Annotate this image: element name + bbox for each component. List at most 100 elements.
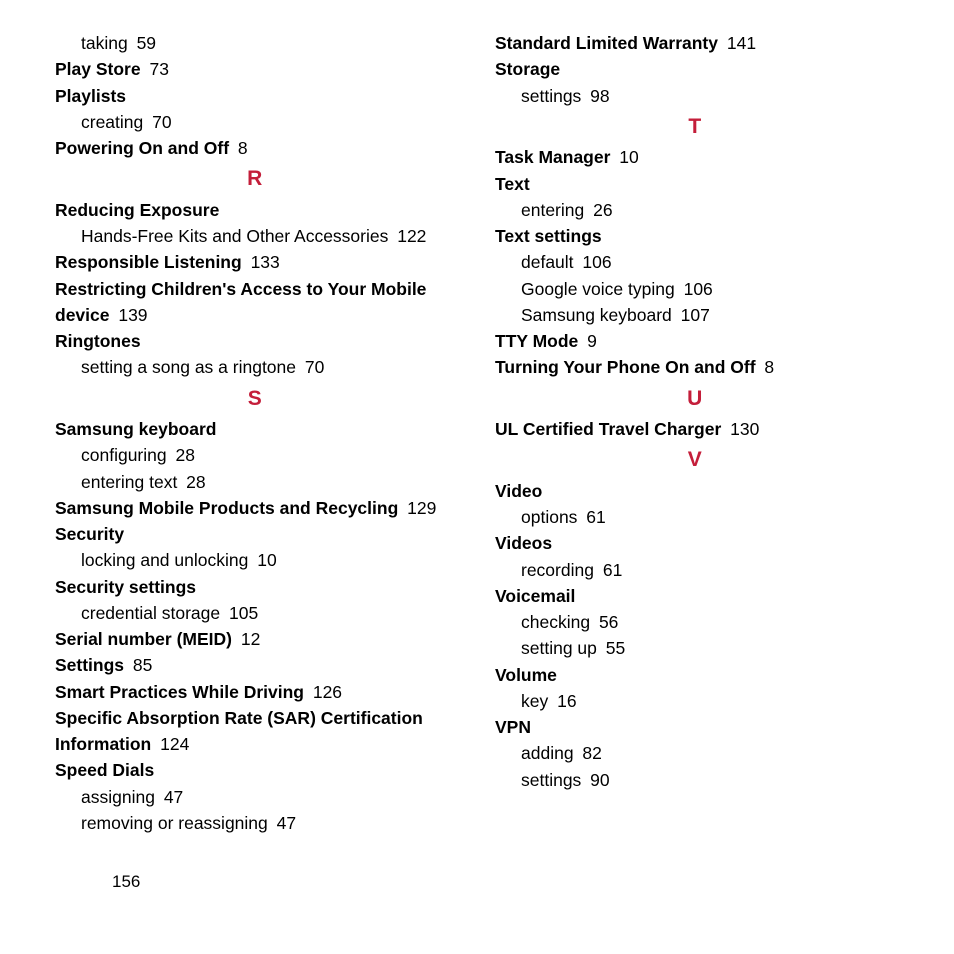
index-topic-text: Playlists [55, 86, 126, 106]
index-subtopic: settings 98 [521, 83, 895, 109]
index-subtopic-text: options [521, 507, 577, 527]
index-subtopic-text: recording [521, 560, 594, 580]
index-page: taking 59Play Store 73Playlistscreating … [0, 0, 954, 836]
index-subtopic: setting up 55 [521, 635, 895, 661]
index-page-ref: 130 [725, 419, 759, 439]
index-topic-text: Storage [495, 59, 560, 79]
index-page-ref: 55 [601, 638, 625, 658]
index-page-ref: 59 [132, 33, 156, 53]
index-page-ref: 124 [155, 734, 189, 754]
left-column: taking 59Play Store 73Playlistscreating … [55, 30, 455, 836]
index-letter-heading: S [55, 383, 455, 415]
index-topic: Samsung Mobile Products and Recycling 12… [55, 495, 455, 521]
index-page-ref: 107 [676, 305, 710, 325]
index-topic: Voicemail [495, 583, 895, 609]
index-subtopic-text: default [521, 252, 574, 272]
index-topic: Playlists [55, 83, 455, 109]
index-topic: Task Manager 10 [495, 144, 895, 170]
index-topic-text: Play Store [55, 59, 141, 79]
index-page-ref: 56 [594, 612, 618, 632]
index-topic-text: Turning Your Phone On and Off [495, 357, 756, 377]
index-letter-heading: U [495, 383, 895, 415]
index-subtopic: Google voice typing 106 [521, 276, 895, 302]
index-page-ref: 141 [722, 33, 756, 53]
index-subtopic-text: adding [521, 743, 574, 763]
index-topic: VPN [495, 714, 895, 740]
index-subtopic: settings 90 [521, 767, 895, 793]
index-topic-text: Volume [495, 665, 557, 685]
index-subtopic-text: Hands-Free Kits and Other Accessories [81, 226, 388, 246]
index-page-ref: 16 [552, 691, 576, 711]
index-page-ref: 105 [224, 603, 258, 623]
index-subtopic-text: setting up [521, 638, 597, 658]
index-topic-text: TTY Mode [495, 331, 578, 351]
index-page-ref: 47 [272, 813, 296, 833]
index-topic: Text settings [495, 223, 895, 249]
index-page-ref: 122 [392, 226, 426, 246]
index-subtopic: default 106 [521, 249, 895, 275]
index-subtopic: taking 59 [81, 30, 455, 56]
index-subtopic-text: Google voice typing [521, 279, 675, 299]
index-topic: Serial number (MEID) 12 [55, 626, 455, 652]
index-subtopic-text: entering [521, 200, 584, 220]
index-topic-text: Voicemail [495, 586, 575, 606]
index-page-ref: 28 [181, 472, 205, 492]
index-subtopic-text: settings [521, 770, 581, 790]
index-subtopic-text: taking [81, 33, 128, 53]
index-page-ref: 70 [300, 357, 324, 377]
index-subtopic-text: configuring [81, 445, 167, 465]
index-topic-text: Security settings [55, 577, 196, 597]
index-page-ref: 133 [246, 252, 280, 272]
index-topic: Standard Limited Warranty 141 [495, 30, 895, 56]
index-subtopic: creating 70 [81, 109, 455, 135]
index-topic-text: Security [55, 524, 124, 544]
index-topic-text: Samsung Mobile Products and Recycling [55, 498, 398, 518]
index-page-ref: 70 [147, 112, 171, 132]
index-subtopic: Samsung keyboard 107 [521, 302, 895, 328]
index-topic-text: Settings [55, 655, 124, 675]
index-letter-heading: T [495, 111, 895, 143]
index-subtopic-text: Samsung keyboard [521, 305, 672, 325]
index-subtopic-text: assigning [81, 787, 155, 807]
index-topic: Restricting Children's Access to Your Mo… [55, 276, 455, 329]
index-topic: Settings 85 [55, 652, 455, 678]
page-number: 156 [112, 872, 140, 892]
index-topic: Speed Dials [55, 757, 455, 783]
index-topic-text: Text settings [495, 226, 602, 246]
index-topic-text: Video [495, 481, 542, 501]
index-subtopic: adding 82 [521, 740, 895, 766]
index-subtopic: removing or reassigning 47 [81, 810, 455, 836]
index-page-ref: 98 [585, 86, 609, 106]
index-topic: Videos [495, 530, 895, 556]
index-subtopic: locking and unlocking 10 [81, 547, 455, 573]
index-page-ref: 129 [402, 498, 436, 518]
index-topic-text: Smart Practices While Driving [55, 682, 304, 702]
index-subtopic: entering 26 [521, 197, 895, 223]
index-subtopic-text: key [521, 691, 548, 711]
index-topic-text: Specific Absorption Rate (SAR) Certifica… [55, 708, 423, 754]
index-subtopic: recording 61 [521, 557, 895, 583]
index-topic: Play Store 73 [55, 56, 455, 82]
index-page-ref: 73 [145, 59, 169, 79]
index-page-ref: 61 [598, 560, 622, 580]
index-subtopic: credential storage 105 [81, 600, 455, 626]
index-subtopic: setting a song as a ringtone 70 [81, 354, 455, 380]
index-subtopic-text: settings [521, 86, 581, 106]
index-topic: TTY Mode 9 [495, 328, 895, 354]
index-topic: Text [495, 171, 895, 197]
index-topic-text: Samsung keyboard [55, 419, 216, 439]
index-subtopic-text: creating [81, 112, 143, 132]
index-subtopic-text: entering text [81, 472, 177, 492]
index-topic-text: Videos [495, 533, 552, 553]
index-topic: Storage [495, 56, 895, 82]
index-subtopic: configuring 28 [81, 442, 455, 468]
index-topic: Video [495, 478, 895, 504]
index-topic: Smart Practices While Driving 126 [55, 679, 455, 705]
index-page-ref: 106 [679, 279, 713, 299]
index-subtopic: entering text 28 [81, 469, 455, 495]
index-topic-text: VPN [495, 717, 531, 737]
index-page-ref: 61 [581, 507, 605, 527]
index-page-ref: 28 [171, 445, 195, 465]
index-topic-text: Ringtones [55, 331, 141, 351]
index-subtopic: assigning 47 [81, 784, 455, 810]
